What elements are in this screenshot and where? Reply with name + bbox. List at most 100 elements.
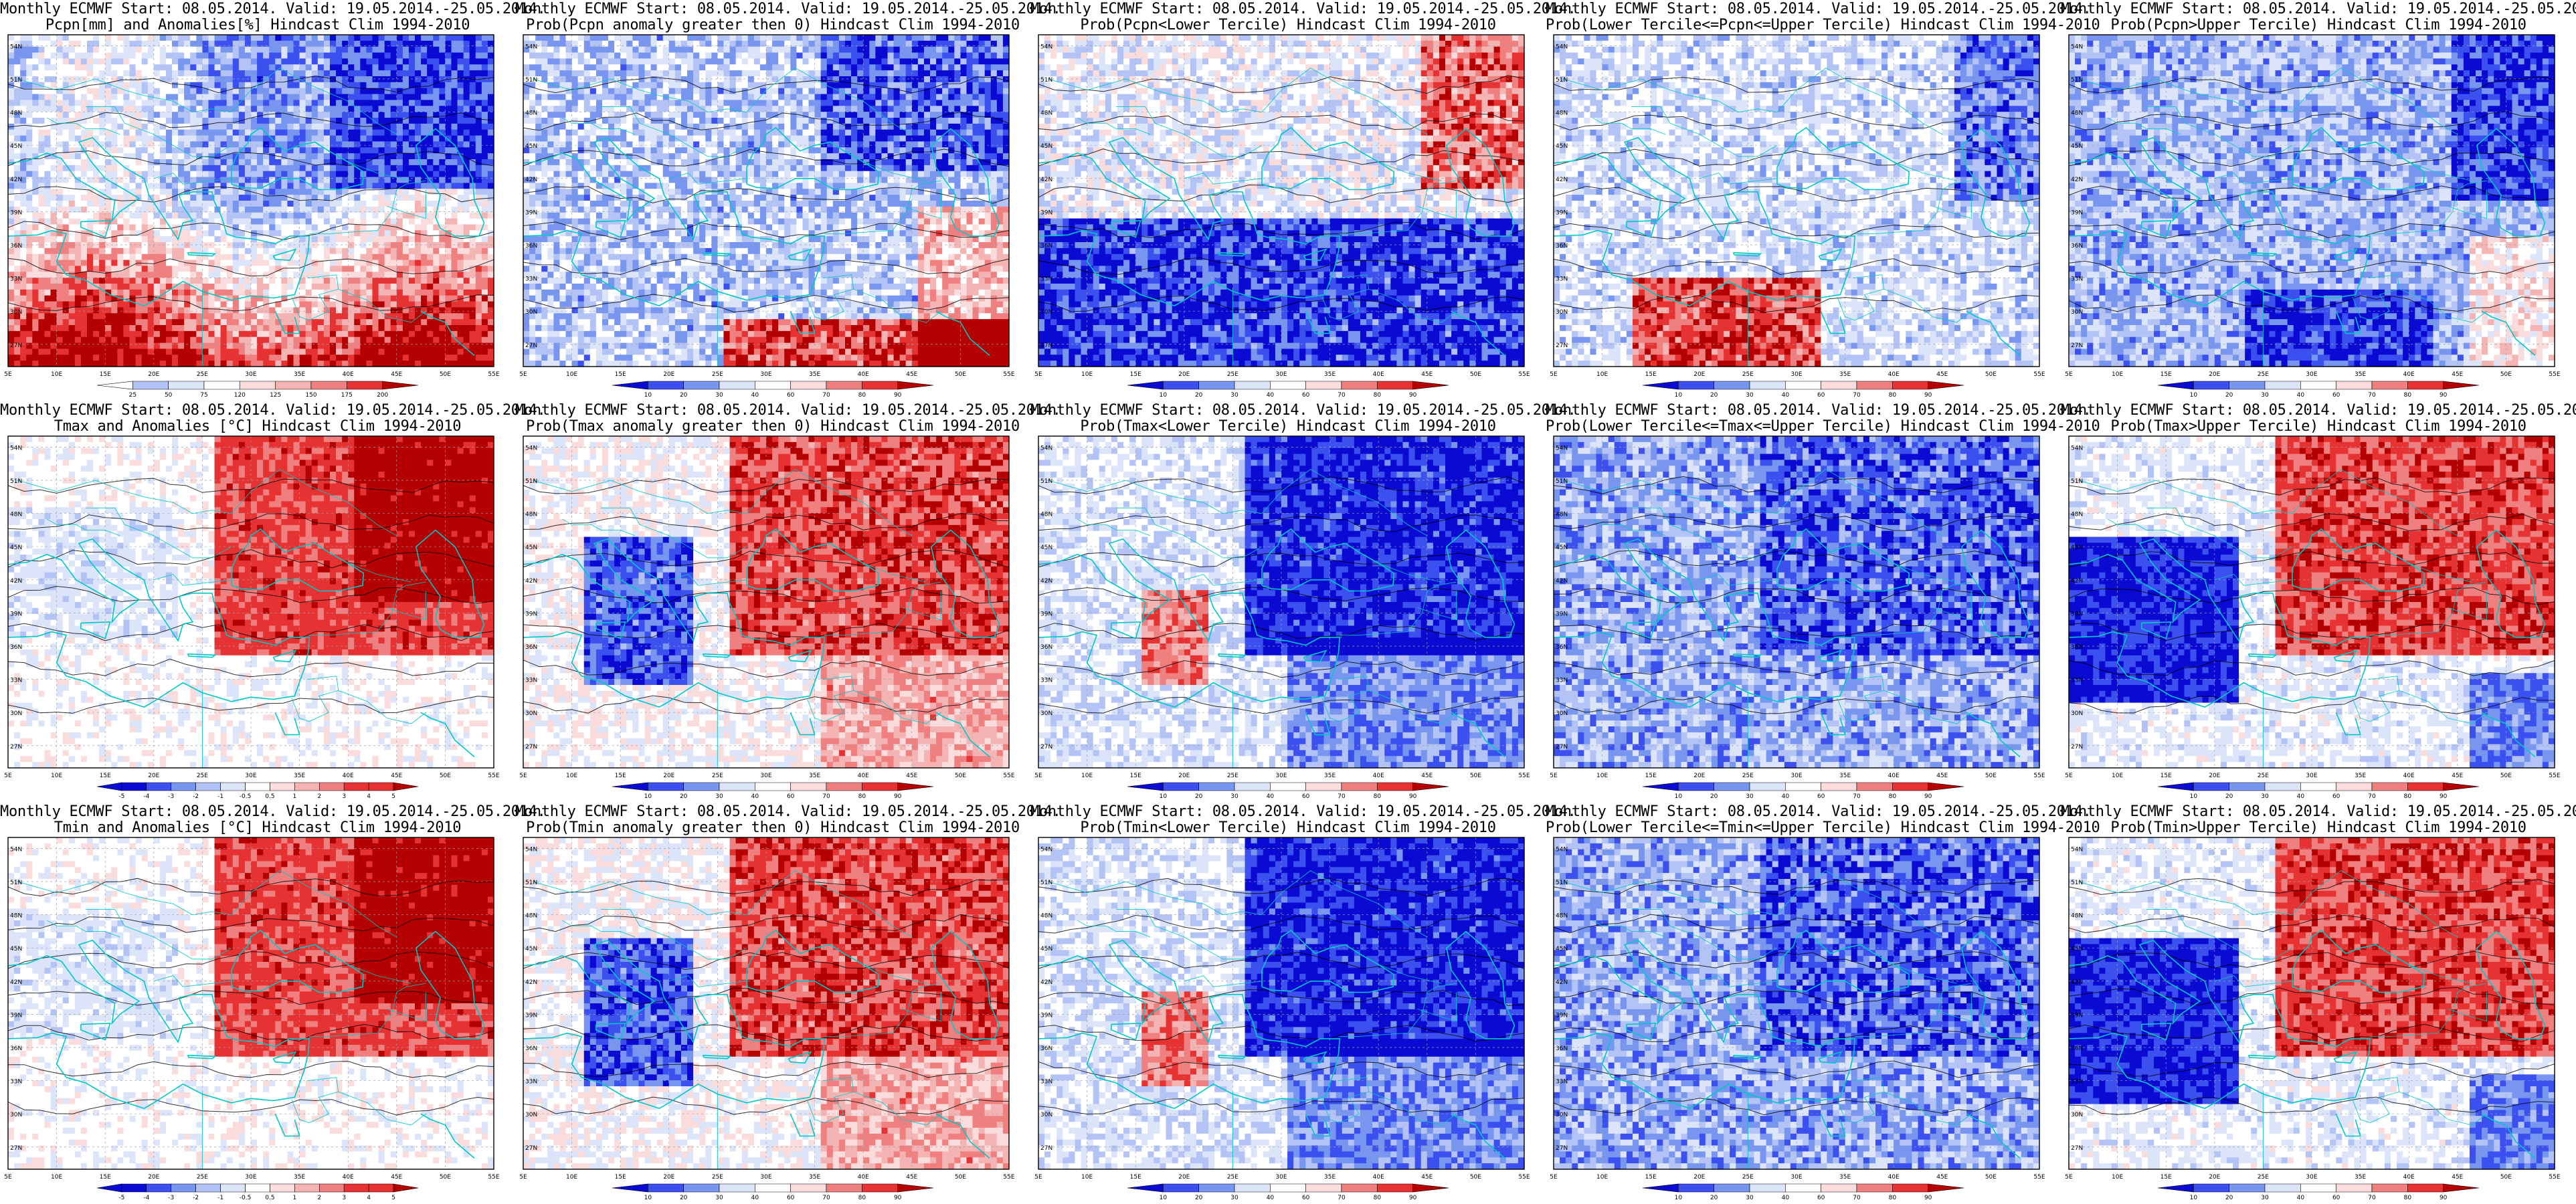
lat-tick-label: 45N — [2071, 946, 2083, 952]
colorbar-tick-label: 80 — [1889, 1195, 1897, 1201]
lat-tick-label: 51N — [1040, 77, 1052, 84]
lon-tick-label: 15E — [1130, 1174, 1141, 1181]
lat-tick-label: 27N — [10, 342, 22, 349]
lon-tick-label: 55E — [2033, 1174, 2045, 1181]
colorbar-tick-label: 2 — [317, 1195, 321, 1201]
colorbar-segment — [1306, 381, 1342, 389]
lon-tick-label: 20E — [663, 371, 674, 378]
colorbar-tick-label: 60 — [1817, 793, 1825, 800]
map-panel-pcpn-prob-upper: 54N 51N 48N 45N 42N 39N 36N 33N 30N 27N 5E 10E 15E 20… — [2061, 0, 2576, 401]
lon-tick-label: 20E — [663, 1174, 674, 1181]
colorbar-tick-label: 4 — [367, 1195, 371, 1201]
colorbar-segment — [2158, 1184, 2193, 1192]
lat-tick-label: 39N — [10, 1012, 22, 1019]
panel-title-line2: Prob(Tmin>Upper Tercile) Hindcast Clim 1… — [2061, 820, 2576, 836]
colorbar-segment — [1306, 783, 1342, 791]
colorbar-segment — [684, 381, 719, 389]
colorbar-segment — [1714, 1184, 1750, 1192]
colorbar-segment — [2407, 381, 2443, 389]
lat-tick-label: 33N — [525, 1079, 537, 1086]
colorbar-segment — [204, 381, 240, 389]
lon-tick-label: 50E — [1470, 773, 1481, 779]
lon-tick-label: 5E — [4, 371, 12, 378]
lat-tick-label: 27N — [1040, 1145, 1052, 1152]
lat-tick-label: 42N — [525, 578, 537, 585]
lon-tick-label: 50E — [1470, 1174, 1481, 1181]
lat-tick-label: 51N — [525, 880, 537, 886]
colorbar-segment — [97, 783, 122, 791]
lon-tick-label: 30E — [245, 773, 256, 779]
lon-tick-label: 40E — [1888, 371, 1900, 378]
panel-title-line2: Prob(Pcpn anomaly greater then 0) Hindca… — [515, 17, 1030, 33]
colorbar-segment — [97, 1184, 122, 1192]
colorbar-segment — [1892, 381, 1928, 389]
colorbar-segment — [2265, 1184, 2300, 1192]
map-panel-tmin-prob-upper: 54N 51N 48N 45N 42N 39N 36N 33N 30N 27N 5E 10E 15E 20… — [2061, 803, 2576, 1204]
colorbar-segment — [1270, 1184, 1305, 1192]
lat-tick-label: 45N — [525, 544, 537, 551]
lon-tick-label: 30E — [1790, 371, 1802, 378]
lat-tick-label: 48N — [525, 512, 537, 518]
lon-tick-label: 35E — [2355, 371, 2366, 378]
colorbar-tick-label: 20 — [1710, 1195, 1718, 1201]
lat-tick-label: 39N — [525, 209, 537, 216]
lat-tick-label: 39N — [1556, 611, 1568, 617]
colorbar-segment — [246, 783, 270, 791]
colorbar-tick-label: 10 — [1675, 793, 1683, 800]
colorbar-tick-label: 60 — [2332, 392, 2340, 399]
lon-tick-label: 35E — [294, 773, 305, 779]
lat-tick-label: 54N — [2071, 445, 2083, 452]
lon-tick-label: 5E — [2065, 773, 2073, 779]
colorbar-tick-label: 1 — [293, 1195, 297, 1201]
lon-tick-label: 15E — [1130, 773, 1141, 779]
lon-tick-label: 15E — [2160, 1174, 2172, 1181]
lon-tick-label: 25E — [1227, 1174, 1238, 1181]
lon-tick-label: 50E — [955, 371, 966, 378]
lat-tick-label: 30N — [1556, 309, 1568, 316]
lat-tick-label: 48N — [1040, 512, 1052, 518]
panel-title-line2: Tmin and Anomalies [°C] Hindcast Clim 19… — [0, 820, 515, 836]
lat-tick-label: 42N — [2071, 578, 2083, 585]
colorbar-segment — [2407, 783, 2443, 791]
lat-tick-label: 54N — [1040, 445, 1052, 452]
colorbar: 10 20 30 40 60 70 80 90 — [612, 783, 933, 800]
colorbar-tick-label: 10 — [644, 392, 652, 399]
colorbar-tick-label: 60 — [787, 793, 795, 800]
colorbar-tick-label: 20 — [1710, 793, 1718, 800]
colorbar-segment — [862, 381, 897, 389]
colorbar-segment — [2229, 1184, 2265, 1192]
lat-tick-label: 36N — [10, 1045, 22, 1052]
colorbar-segment — [2444, 1184, 2479, 1192]
colorbar-tick-label: -2 — [193, 1195, 199, 1201]
lon-tick-label: 35E — [809, 371, 820, 378]
colorbar-tick-label: 20 — [2225, 392, 2233, 399]
lon-tick-label: 15E — [615, 371, 626, 378]
colorbar-tick-label: 0.5 — [265, 1195, 274, 1201]
lon-tick-label: 30E — [1790, 1174, 1802, 1181]
lat-tick-label: 33N — [1556, 1079, 1568, 1086]
colorbar: 10 20 30 40 60 70 80 90 — [1643, 1184, 1964, 1201]
lat-tick-label: 30N — [1040, 309, 1052, 316]
colorbar-tick-label: -3 — [168, 1195, 174, 1201]
colorbar-tick-label: 90 — [894, 793, 902, 800]
colorbar-segment — [1377, 381, 1412, 389]
lat-tick-label: 48N — [1556, 913, 1568, 920]
colorbar-segment — [393, 783, 418, 791]
lat-tick-label: 54N — [2071, 846, 2083, 853]
lat-tick-label: 51N — [10, 77, 22, 84]
colorbar-tick-label: 90 — [894, 392, 902, 399]
lon-tick-label: 35E — [2355, 1174, 2366, 1181]
colorbar-tick-label: 20 — [680, 1195, 688, 1201]
lon-tick-label: 25E — [197, 1174, 208, 1181]
map-panel-tmax-prob-lower: 54N 51N 48N 45N 42N 39N 36N 33N 30N 27N 5E 10E 15E 20… — [1030, 401, 1546, 803]
colorbar-segment — [2265, 381, 2300, 389]
lat-tick-label: 39N — [2071, 1012, 2083, 1019]
lat-tick-label: 48N — [2071, 913, 2083, 920]
colorbar-segment — [2336, 381, 2372, 389]
lat-tick-label: 39N — [1040, 611, 1052, 617]
lat-tick-label: 54N — [1040, 43, 1052, 50]
colorbar-tick-label: 60 — [2332, 1195, 2340, 1201]
colorbar-segment — [1377, 783, 1412, 791]
